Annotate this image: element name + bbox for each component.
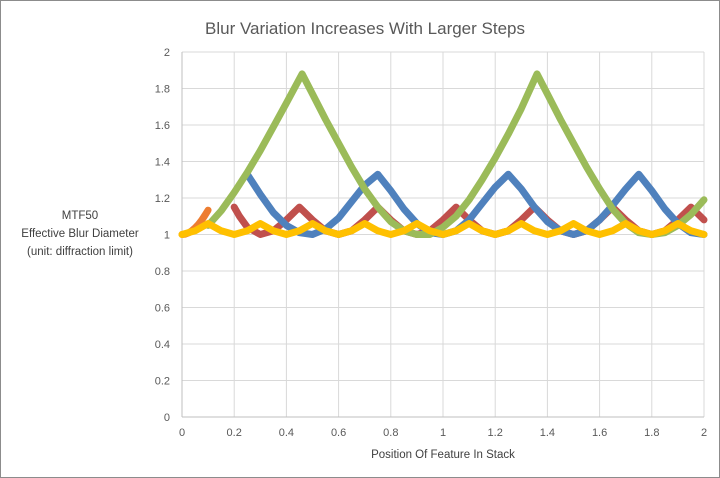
y-tick-label: 0.2 — [155, 376, 170, 388]
y-tick-label: 2 — [164, 47, 170, 59]
y-tick-label: 0.6 — [155, 303, 170, 315]
y-axis-title-line-3: (unit: diffraction limit) — [27, 246, 133, 258]
y-tick-label: 1.6 — [155, 120, 170, 132]
y-axis-title-line-2: Effective Blur Diameter — [21, 228, 139, 240]
series-layer — [178, 70, 708, 238]
series-line-4 — [204, 70, 708, 238]
x-tick-label: 1 — [440, 427, 446, 439]
x-tick-label: 1.2 — [488, 427, 503, 439]
y-tick-label: 0.8 — [155, 266, 170, 278]
y-tick-label: 1 — [164, 230, 170, 242]
y-tick-label: 1.2 — [155, 193, 170, 205]
x-tick-label: 0 — [179, 427, 185, 439]
y-tick-label: 0 — [164, 412, 170, 424]
series-line-5 — [178, 220, 708, 238]
x-tick-label: 1.8 — [644, 427, 659, 439]
chart-title: Blur Variation Increases With Larger Ste… — [205, 19, 525, 38]
x-tick-label: 0.6 — [331, 427, 346, 439]
y-tick-label: 1.8 — [155, 84, 170, 96]
y-axis-title-line-1: MTF50 — [62, 210, 98, 222]
x-tick-label: 0.4 — [279, 427, 294, 439]
y-tick-label: 1.4 — [155, 157, 170, 169]
tick-label-layer: 0 0.2 0.4 0.6 0.8 1 1.2 1.4 1.6 1.8 2 0 0.2 0.4 0.6 0.8… — [155, 47, 707, 439]
x-tick-label: 2 — [701, 427, 707, 439]
x-axis-title: Position Of Feature In Stack — [371, 449, 515, 461]
y-tick-label: 0.4 — [155, 339, 170, 351]
x-tick-label: 1.4 — [540, 427, 555, 439]
x-tick-label: 1.6 — [592, 427, 607, 439]
y-axis-title: MTF50 Effective Blur Diameter (unit: dif… — [21, 210, 139, 258]
x-tick-label: 0.2 — [227, 427, 242, 439]
x-tick-label: 0.8 — [383, 427, 398, 439]
